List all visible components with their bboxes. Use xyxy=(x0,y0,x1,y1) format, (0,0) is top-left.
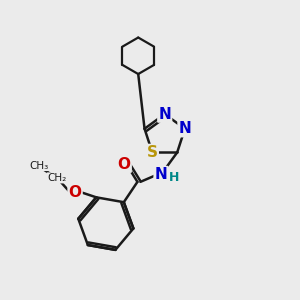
Text: CH₂: CH₂ xyxy=(47,173,66,183)
Text: H: H xyxy=(169,171,179,184)
Text: N: N xyxy=(158,106,171,122)
Text: O: O xyxy=(118,157,131,172)
Text: CH₃: CH₃ xyxy=(29,160,48,170)
Text: S: S xyxy=(147,145,158,160)
Text: O: O xyxy=(69,184,82,200)
Text: N: N xyxy=(154,167,167,182)
Text: N: N xyxy=(178,121,191,136)
